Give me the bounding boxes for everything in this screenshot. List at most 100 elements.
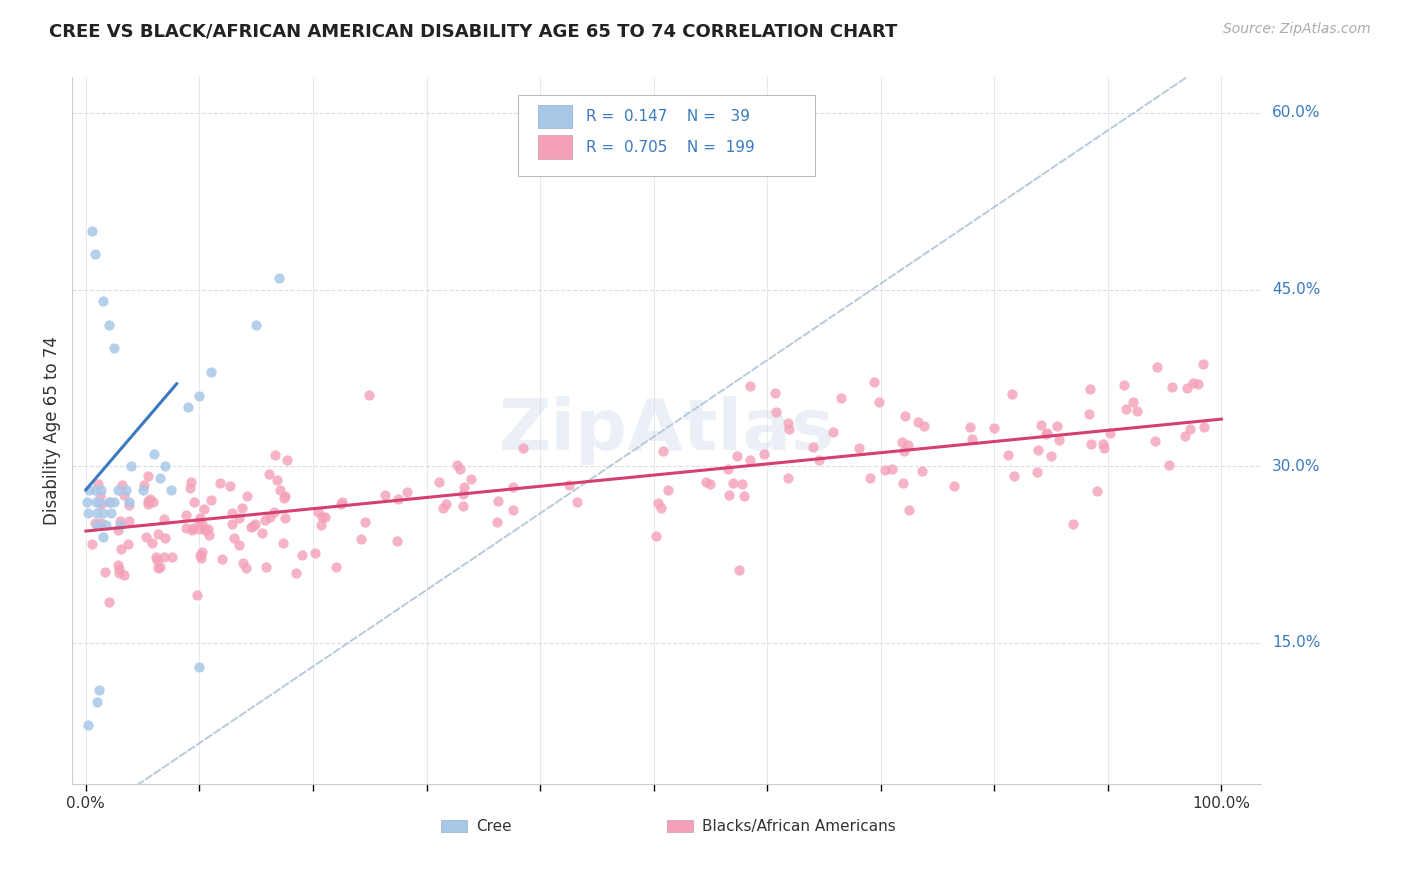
Text: 45.0%: 45.0%	[1272, 282, 1320, 297]
Point	[446, 458, 468, 472]
Point	[100, 507, 122, 521]
Point	[136, 468, 159, 483]
Point	[460, 472, 482, 486]
Point	[153, 512, 176, 526]
Point	[110, 541, 132, 556]
Point	[907, 415, 929, 429]
Point	[1046, 419, 1069, 434]
Point	[90, 483, 112, 497]
Point	[131, 483, 153, 497]
Point	[197, 522, 219, 536]
Point	[1035, 427, 1057, 442]
Point	[80, 224, 103, 238]
Point	[240, 520, 263, 534]
Point	[145, 549, 167, 564]
Point	[387, 533, 409, 548]
Point	[188, 548, 211, 562]
Point	[1192, 420, 1215, 434]
Point	[179, 481, 201, 495]
Point	[257, 467, 280, 482]
Point	[1178, 422, 1201, 436]
Point	[89, 494, 111, 508]
Point	[135, 530, 157, 544]
Point	[330, 497, 353, 511]
Point	[314, 510, 336, 524]
Point	[830, 391, 852, 405]
Point	[103, 342, 125, 356]
Point	[243, 517, 266, 532]
Point	[942, 479, 965, 493]
Point	[890, 434, 912, 449]
Point	[274, 489, 297, 503]
Point	[1143, 434, 1166, 448]
Point	[730, 476, 752, 491]
Point	[273, 491, 295, 505]
Point	[143, 447, 166, 461]
Point	[374, 488, 396, 502]
Point	[307, 505, 329, 519]
Point	[1161, 380, 1184, 394]
Point	[1187, 377, 1209, 392]
Point	[263, 448, 285, 462]
Point	[86, 518, 108, 533]
Point	[146, 526, 169, 541]
Point	[77, 507, 100, 521]
Point	[145, 553, 167, 567]
Point	[880, 461, 903, 475]
Point	[254, 513, 277, 527]
Point	[427, 475, 450, 489]
Point	[912, 418, 935, 433]
Point	[717, 461, 740, 475]
FancyBboxPatch shape	[666, 820, 693, 832]
Point	[86, 507, 108, 521]
Point	[228, 510, 250, 524]
Text: R =  0.147    N =   39: R = 0.147 N = 39	[586, 109, 749, 124]
Point	[160, 550, 183, 565]
Text: R =  0.705    N =  199: R = 0.705 N = 199	[586, 139, 755, 154]
Point	[432, 500, 454, 515]
Point	[211, 552, 233, 566]
Point	[276, 453, 298, 467]
Point	[89, 490, 111, 504]
Point	[118, 498, 141, 512]
Text: 15.0%: 15.0%	[1272, 635, 1320, 650]
Point	[200, 365, 222, 379]
Point	[808, 452, 831, 467]
Point	[728, 563, 751, 577]
Point	[208, 476, 231, 491]
Point	[160, 483, 183, 497]
Point	[76, 494, 98, 508]
Point	[1001, 387, 1024, 401]
Point	[451, 487, 474, 501]
Point	[1031, 418, 1053, 433]
Text: CREE VS BLACK/AFRICAN AMERICAN DISABILITY AGE 65 TO 74 CORRELATION CHART: CREE VS BLACK/AFRICAN AMERICAN DISABILIT…	[49, 22, 897, 40]
Point	[188, 515, 211, 529]
Point	[1115, 402, 1137, 417]
Point	[897, 503, 920, 517]
Point	[112, 567, 135, 582]
Point	[859, 471, 882, 485]
Point	[1192, 357, 1215, 371]
Point	[90, 516, 112, 531]
Point	[97, 494, 120, 508]
FancyBboxPatch shape	[440, 820, 467, 832]
Point	[231, 501, 253, 516]
Point	[453, 480, 475, 494]
Point	[1002, 468, 1025, 483]
Point	[821, 425, 844, 439]
Point	[1047, 433, 1070, 447]
Point	[725, 450, 748, 464]
Text: Cree: Cree	[477, 819, 512, 834]
Point	[180, 475, 202, 489]
Text: Source: ZipAtlas.com: Source: ZipAtlas.com	[1223, 22, 1371, 37]
Point	[733, 489, 755, 503]
Point	[1157, 458, 1180, 472]
Point	[1080, 437, 1102, 451]
Point	[245, 318, 267, 332]
Point	[118, 494, 141, 508]
Point	[650, 500, 672, 515]
Point	[893, 409, 915, 423]
Point	[512, 441, 534, 455]
Point	[84, 247, 107, 261]
Point	[396, 484, 419, 499]
